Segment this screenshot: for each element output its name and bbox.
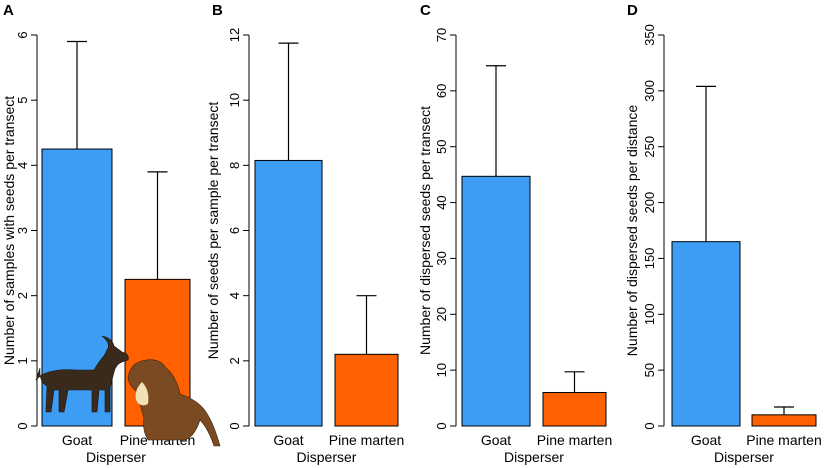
pine-marten-silhouette-icon bbox=[127, 359, 221, 447]
x-category-label: Goat bbox=[481, 432, 511, 448]
y-tick-label: 30 bbox=[434, 251, 449, 265]
y-tick-label: 4 bbox=[227, 292, 242, 299]
y-tick-label: 250 bbox=[642, 136, 657, 158]
y-tick-label: 50 bbox=[642, 363, 657, 377]
bar-pine-marten bbox=[751, 414, 817, 427]
y-tick-label: 100 bbox=[642, 303, 657, 325]
y-tick-label: 300 bbox=[642, 80, 657, 102]
y-tick-label: 40 bbox=[434, 195, 449, 209]
y-tick-label: 150 bbox=[642, 248, 657, 270]
chart-panel-c: C 0 10 20 30 40 50 60 70 Number of dispersed seed… bbox=[417, 2, 612, 465]
y-tick-label: 70 bbox=[434, 28, 449, 42]
bar-pine-marten bbox=[334, 353, 399, 427]
goat-silhouette-icon bbox=[35, 335, 129, 413]
x-category-label: Pine marten bbox=[746, 432, 821, 448]
bar-goat bbox=[461, 175, 531, 427]
panel-letter: D bbox=[627, 2, 638, 19]
y-tick-label: 350 bbox=[642, 24, 657, 46]
panel-letter: C bbox=[420, 2, 431, 19]
y-tick-label: 0 bbox=[434, 422, 449, 429]
y-tick-label: 50 bbox=[434, 139, 449, 153]
x-category-label: Goat bbox=[62, 432, 92, 448]
chart-panel-b: B 0 2 4 6 8 10 12 Number of seeds per sample per… bbox=[205, 2, 404, 465]
x-axis-title: Disperser bbox=[504, 449, 564, 465]
x-axis-title: Disperser bbox=[297, 449, 357, 465]
x-axis-title: Disperser bbox=[86, 449, 146, 465]
bar-goat bbox=[254, 159, 323, 427]
y-tick-label: 8 bbox=[227, 162, 242, 169]
chart-panel-a: A 0 1 2 3 4 5 6 Number of samples with seeds per… bbox=[1, 2, 221, 465]
x-category-label: Pine marten bbox=[537, 432, 612, 448]
y-tick-label: 2 bbox=[227, 357, 242, 364]
y-tick-label: 0 bbox=[642, 422, 657, 429]
y-tick-label: 20 bbox=[434, 307, 449, 321]
y-tick-label: 10 bbox=[227, 93, 242, 107]
y-tick-label: 12 bbox=[227, 28, 242, 42]
y-axis-title: Number of dispersed seeds per transect bbox=[417, 106, 433, 355]
y-tick-label: 60 bbox=[434, 84, 449, 98]
panel-letter: B bbox=[212, 2, 223, 19]
x-category-label: Goat bbox=[273, 432, 303, 448]
x-category-label: Pine marten bbox=[329, 432, 404, 448]
x-category-label: Goat bbox=[691, 432, 721, 448]
y-axis-title: Number of dispersed seeds per distance bbox=[624, 105, 640, 357]
y-axis-title: Number of samples with seeds per transec… bbox=[1, 96, 17, 365]
y-tick-label: 0 bbox=[227, 422, 242, 429]
y-tick-label: 10 bbox=[434, 363, 449, 377]
chart-panel-d: D 0 50 100 150 200 250 300 350 Number of disperse… bbox=[624, 2, 822, 465]
y-tick-label: 4 bbox=[15, 162, 30, 169]
y-tick-label: 6 bbox=[227, 227, 242, 234]
bar-pine-marten bbox=[542, 391, 607, 427]
y-tick-label: 200 bbox=[642, 192, 657, 214]
bar-goat bbox=[671, 241, 741, 427]
y-tick-label: 1 bbox=[15, 357, 30, 364]
y-tick-label: 0 bbox=[15, 422, 30, 429]
y-tick-label: 6 bbox=[15, 31, 30, 38]
y-axis-title: Number of seeds per sample per transect bbox=[205, 102, 221, 360]
panel-letter: A bbox=[3, 2, 14, 19]
x-axis-title: Disperser bbox=[714, 449, 774, 465]
y-tick-label: 5 bbox=[15, 97, 30, 104]
y-tick-label: 2 bbox=[15, 292, 30, 299]
y-tick-label: 3 bbox=[15, 227, 30, 234]
